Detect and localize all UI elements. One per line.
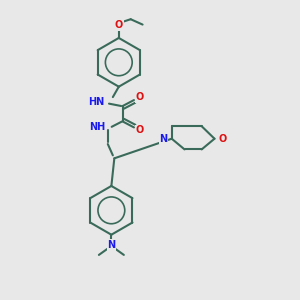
Text: O: O <box>136 125 144 135</box>
Text: N: N <box>159 134 167 144</box>
Text: O: O <box>115 20 123 31</box>
Text: HN: HN <box>88 97 104 106</box>
Text: O: O <box>219 134 227 144</box>
Text: N: N <box>107 240 116 250</box>
Text: NH: NH <box>89 122 106 132</box>
Text: O: O <box>136 92 144 102</box>
